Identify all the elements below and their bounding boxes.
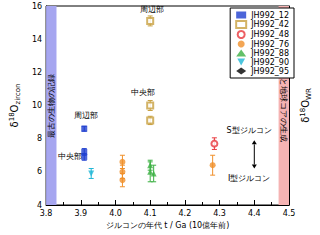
svg-text:8: 8 bbox=[37, 134, 42, 143]
svg-text:I型ジルコン: I型ジルコン bbox=[228, 174, 270, 183]
svg-text:10: 10 bbox=[32, 101, 42, 110]
svg-text:4.1: 4.1 bbox=[144, 209, 157, 218]
svg-text:JH992_76: JH992_76 bbox=[250, 40, 289, 49]
svg-text:4.3: 4.3 bbox=[213, 209, 226, 218]
svg-text:JH992_90: JH992_90 bbox=[250, 58, 289, 67]
svg-text:月と地球コアの生成: 月と地球コアの生成 bbox=[279, 70, 288, 142]
svg-text:周辺部: 周辺部 bbox=[140, 5, 164, 14]
svg-text:4.4: 4.4 bbox=[248, 209, 261, 218]
svg-text:中央部: 中央部 bbox=[58, 152, 82, 161]
svg-text:4: 4 bbox=[37, 200, 43, 210]
svg-text:JH992_88: JH992_88 bbox=[250, 49, 289, 58]
svg-text:δ: δ bbox=[300, 116, 311, 123]
svg-text:12: 12 bbox=[32, 68, 42, 77]
svg-text:zircon: zircon bbox=[14, 84, 22, 105]
svg-text:JH992_95: JH992_95 bbox=[250, 67, 289, 76]
svg-text:中央部: 中央部 bbox=[131, 88, 155, 97]
svg-text:WR: WR bbox=[305, 88, 313, 100]
svg-text:周辺部: 周辺部 bbox=[74, 111, 98, 120]
svg-text:O: O bbox=[9, 104, 20, 112]
svg-text:JH992_42: JH992_42 bbox=[250, 20, 289, 29]
svg-text:16: 16 bbox=[32, 2, 42, 11]
svg-text:JH992_12: JH992_12 bbox=[250, 11, 289, 20]
svg-text:ジルコンの年代 t / Ga (10億年前): ジルコンの年代 t / Ga (10億年前) bbox=[106, 221, 230, 230]
svg-text:4.5: 4.5 bbox=[283, 209, 296, 218]
svg-text:4.2: 4.2 bbox=[179, 209, 192, 218]
svg-text:14: 14 bbox=[32, 35, 42, 44]
svg-text:3.9: 3.9 bbox=[74, 209, 87, 218]
svg-text:18: 18 bbox=[299, 108, 307, 117]
svg-text:18: 18 bbox=[8, 112, 16, 121]
svg-text:JH992_48: JH992_48 bbox=[250, 30, 289, 39]
svg-text:δ: δ bbox=[9, 121, 20, 128]
svg-text:S型ジルコン: S型ジルコン bbox=[227, 126, 272, 135]
svg-text:最古の生物の記録: 最古の生物の記録 bbox=[47, 74, 56, 138]
svg-text:O: O bbox=[300, 100, 311, 108]
svg-text:6: 6 bbox=[37, 167, 42, 176]
svg-text:3.8: 3.8 bbox=[40, 209, 53, 218]
svg-text:4.0: 4.0 bbox=[109, 209, 122, 218]
